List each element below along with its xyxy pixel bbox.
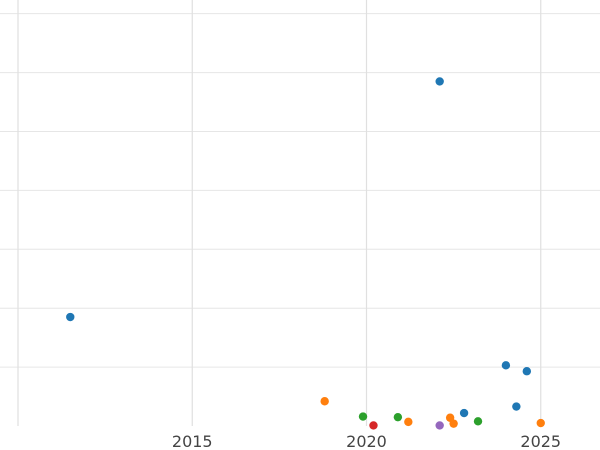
series-group: [320, 397, 545, 428]
series-group: [66, 77, 532, 418]
data-point: [522, 367, 532, 376]
data-point: [449, 419, 458, 428]
data-points: [66, 77, 545, 430]
x-gridlines: [17, 0, 542, 426]
data-point: [435, 421, 444, 430]
data-point: [358, 412, 368, 421]
data-point: [501, 361, 511, 370]
data-point: [473, 417, 483, 426]
data-point: [369, 421, 378, 430]
data-point: [512, 402, 521, 411]
data-point: [459, 408, 469, 418]
data-point: [393, 412, 403, 422]
data-point: [320, 397, 329, 406]
data-point: [536, 418, 545, 428]
data-point: [66, 312, 75, 322]
series-group: [358, 412, 483, 426]
x-tick-label: 2015: [172, 432, 213, 450]
x-axis-ticks: 2015 2020 2025: [172, 432, 561, 450]
series-group: [435, 421, 444, 430]
y-gridlines: [0, 13, 600, 368]
data-point: [404, 417, 413, 427]
x-tick-label: 2020: [346, 432, 387, 450]
series-group: [369, 421, 378, 430]
x-tick-label: 2025: [520, 432, 561, 450]
data-point: [435, 77, 444, 86]
